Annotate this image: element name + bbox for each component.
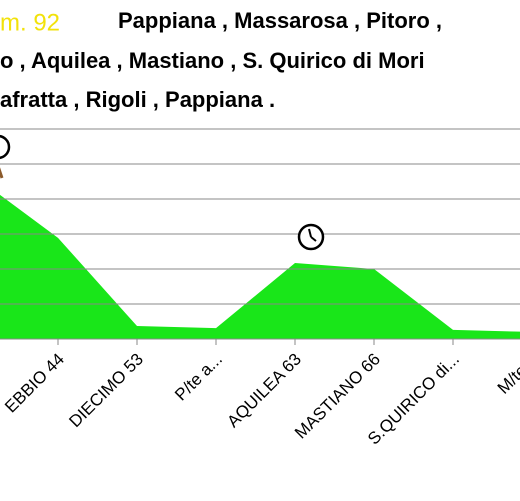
route-line: o , Aquilea , Mastiano , S. Quirico di M…: [0, 48, 425, 73]
x-tick-label: EBBIO 44: [1, 350, 68, 417]
climb-icon: [0, 134, 11, 179]
climb-icon: [297, 223, 325, 251]
route-line: Pappiana , Massarosa , Pitoro ,: [118, 8, 442, 33]
elevation-area: [0, 194, 520, 339]
x-tick-label: DIECIMO 53: [65, 350, 147, 432]
x-tick-label: M/te S: [494, 350, 520, 398]
x-tick-label: AQUILEA 63: [223, 350, 305, 432]
x-tick-label: P/te a...: [171, 350, 226, 405]
distance: m. 92: [0, 9, 60, 36]
route-line: afratta , Rigoli , Pappiana .: [0, 87, 275, 112]
